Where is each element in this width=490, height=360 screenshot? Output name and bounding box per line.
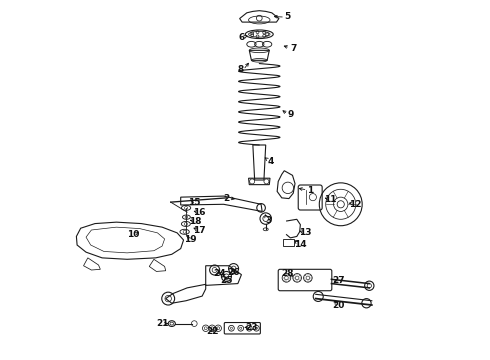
Text: 14: 14 (294, 240, 307, 249)
Text: 8: 8 (238, 66, 244, 75)
Text: 26: 26 (227, 268, 240, 277)
Text: 27: 27 (332, 276, 345, 285)
Text: 17: 17 (193, 226, 206, 235)
Text: 4: 4 (268, 157, 274, 166)
Text: 24: 24 (213, 269, 225, 278)
Text: 5: 5 (285, 12, 291, 21)
Text: 12: 12 (349, 200, 362, 209)
Text: 28: 28 (281, 269, 294, 278)
Text: 2: 2 (223, 194, 229, 203)
Text: 13: 13 (299, 228, 311, 237)
Text: 1: 1 (307, 186, 313, 195)
Text: 18: 18 (189, 217, 201, 226)
Text: 15: 15 (188, 198, 200, 207)
Text: 10: 10 (127, 230, 140, 239)
Text: 19: 19 (184, 235, 197, 244)
Text: 6: 6 (238, 33, 245, 42)
Text: 20: 20 (332, 301, 345, 310)
Text: 11: 11 (324, 195, 337, 204)
Text: 7: 7 (290, 44, 296, 53)
Text: 22: 22 (206, 327, 219, 336)
Text: 16: 16 (193, 208, 205, 217)
Text: 9: 9 (288, 111, 294, 120)
Text: 3: 3 (265, 216, 271, 225)
Text: 23: 23 (245, 323, 258, 332)
Text: 21: 21 (156, 319, 169, 328)
Text: 25: 25 (220, 276, 233, 285)
